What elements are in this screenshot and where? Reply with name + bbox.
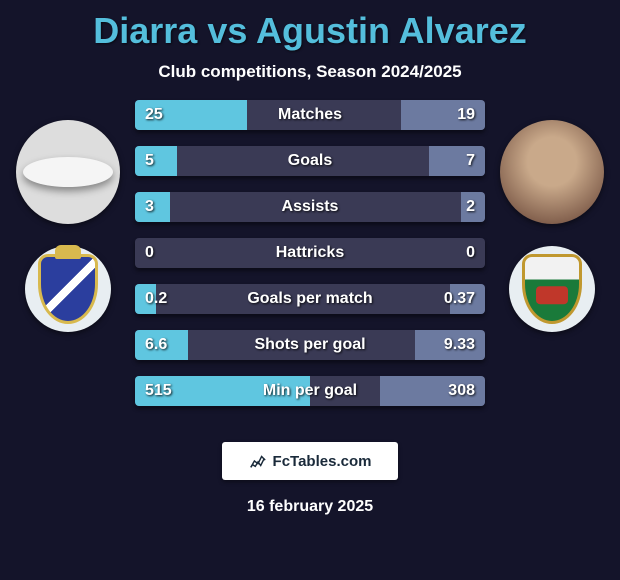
player-left-club-badge bbox=[25, 246, 111, 332]
footer-date: 16 february 2025 bbox=[0, 498, 620, 516]
footer-brand-text: FcTables.com bbox=[273, 453, 372, 470]
stat-bar-left bbox=[135, 146, 177, 176]
stat-value-right: 0 bbox=[466, 238, 475, 268]
stat-value-left: 0.2 bbox=[145, 284, 167, 314]
page-subtitle: Club competitions, Season 2024/2025 bbox=[0, 62, 620, 82]
stat-row: 2519Matches bbox=[135, 100, 485, 130]
page-title: Diarra vs Agustin Alvarez bbox=[0, 0, 620, 52]
stat-value-right: 7 bbox=[466, 146, 475, 176]
stat-value-right: 19 bbox=[457, 100, 475, 130]
stat-label: Hattricks bbox=[135, 238, 485, 268]
stat-value-right: 9.33 bbox=[444, 330, 475, 360]
stat-value-left: 515 bbox=[145, 376, 172, 406]
stats-center: 2519Matches57Goals32Assists00Hattricks0.… bbox=[135, 100, 485, 422]
stat-bar-right bbox=[429, 146, 485, 176]
stat-value-left: 25 bbox=[145, 100, 163, 130]
stat-row: 6.69.33Shots per goal bbox=[135, 330, 485, 360]
fctables-logo-icon bbox=[249, 452, 267, 470]
footer-brand-badge: FcTables.com bbox=[222, 442, 398, 480]
comparison-area: 2519Matches57Goals32Assists00Hattricks0.… bbox=[0, 100, 620, 460]
stat-value-right: 0.37 bbox=[444, 284, 475, 314]
stat-row: 515308Min per goal bbox=[135, 376, 485, 406]
stat-value-left: 0 bbox=[145, 238, 154, 268]
stat-label: Assists bbox=[135, 192, 485, 222]
right-player-column bbox=[492, 100, 612, 332]
stat-row: 0 0Hattricks bbox=[135, 238, 485, 268]
stat-row: 3 2Assists bbox=[135, 192, 485, 222]
stat-value-left: 6.6 bbox=[145, 330, 167, 360]
player-left-avatar bbox=[16, 120, 120, 224]
stat-value-right: 308 bbox=[448, 376, 475, 406]
left-player-column bbox=[8, 100, 128, 332]
stat-row: 57Goals bbox=[135, 146, 485, 176]
player-right-club-badge bbox=[509, 246, 595, 332]
stat-value-right: 2 bbox=[466, 192, 475, 222]
stat-value-left: 5 bbox=[145, 146, 154, 176]
player-right-avatar bbox=[500, 120, 604, 224]
stat-row: 0.2 0.37Goals per match bbox=[135, 284, 485, 314]
stat-label: Goals per match bbox=[135, 284, 485, 314]
stat-value-left: 3 bbox=[145, 192, 154, 222]
